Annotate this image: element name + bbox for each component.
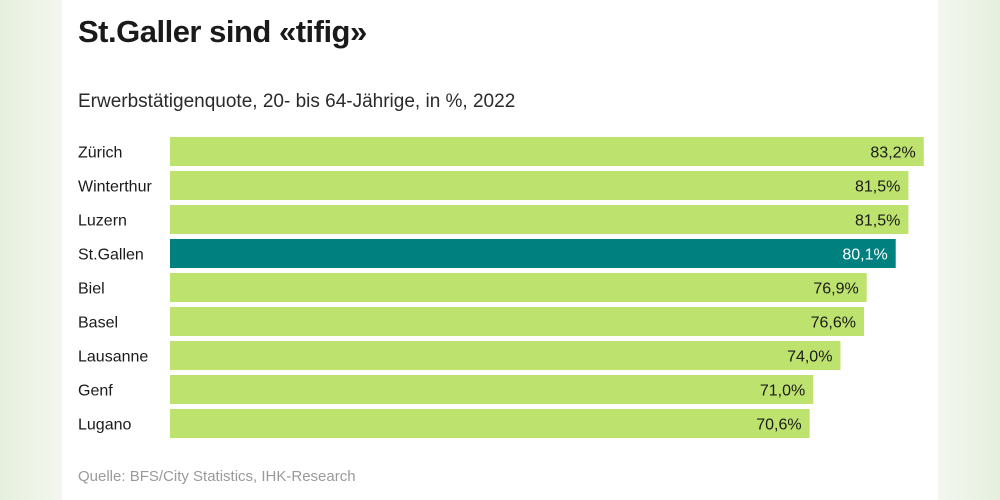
value-label-winterthur: 81,5%	[855, 179, 900, 196]
bar-zurich	[170, 137, 924, 166]
chart-subtitle: Erwerbstätigenquote, 20- bis 64-Jährige,…	[78, 91, 516, 112]
category-label-winterthur: Winterthur	[78, 179, 152, 196]
bar-basel	[170, 307, 864, 336]
value-label-genf: 71,0%	[760, 383, 805, 400]
bar-luzern	[170, 205, 909, 234]
bar-winterthur	[170, 171, 909, 200]
category-label-biel: Biel	[78, 281, 105, 298]
value-label-zurich: 83,2%	[870, 145, 915, 162]
value-label-lausanne: 74,0%	[787, 349, 832, 366]
background-left	[0, 0, 62, 500]
category-label-zurich: Zürich	[78, 145, 122, 162]
value-label-lugano: 70,6%	[756, 417, 801, 434]
value-label-basel: 76,6%	[811, 315, 856, 332]
category-label-luzern: Luzern	[78, 213, 127, 230]
value-label-luzern: 81,5%	[855, 213, 900, 230]
bar-lugano	[170, 409, 810, 438]
value-label-biel: 76,9%	[813, 281, 858, 298]
chart-card: St.Galler sind «tifig» Erwerbstätigenquo…	[62, 0, 938, 500]
category-label-basel: Basel	[78, 315, 118, 332]
value-label-st-gallen: 80,1%	[842, 247, 887, 264]
source-note: Quelle: BFS/City Statistics, IHK-Researc…	[78, 468, 356, 485]
bar-genf	[170, 375, 814, 404]
category-label-st-gallen: St.Gallen	[78, 247, 144, 264]
category-label-lausanne: Lausanne	[78, 349, 148, 366]
bar-st-gallen	[170, 239, 896, 268]
category-label-genf: Genf	[78, 383, 113, 400]
background-right	[938, 0, 1000, 500]
bar-lausanne	[170, 341, 841, 370]
chart-title: St.Galler sind «tifig»	[78, 14, 367, 49]
bar-chart: Zürich 83,2% Winterthur 81,5% Luzern 81,5% St.…	[78, 137, 924, 438]
category-label-lugano: Lugano	[78, 417, 131, 434]
bar-biel	[170, 273, 867, 302]
